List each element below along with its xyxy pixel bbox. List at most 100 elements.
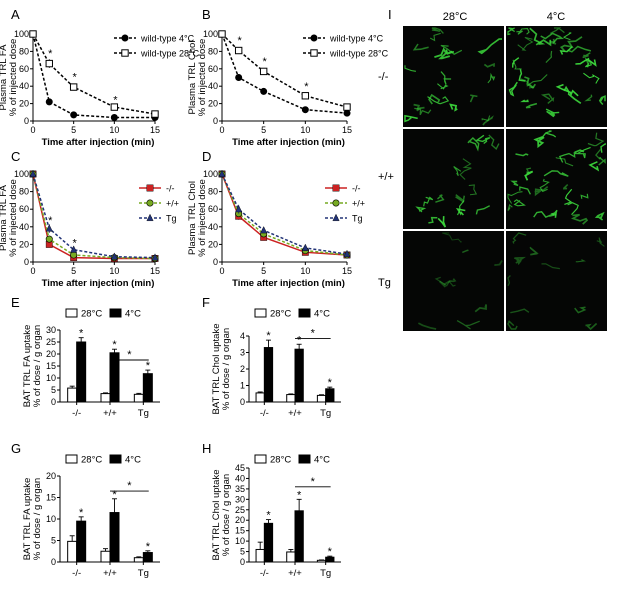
- data-point: [110, 114, 118, 122]
- y-tick-label: 15: [46, 361, 56, 371]
- bar: [263, 347, 274, 403]
- y-axis-label: BAT TRL Chol uptake: [211, 469, 222, 560]
- y-tick-label: 100: [14, 29, 29, 39]
- vessel-signal: [442, 232, 462, 244]
- y-axis-label: BAT TRL FA uptake: [22, 325, 33, 408]
- microscopy-row-label-ko: -/-: [378, 71, 389, 83]
- vessel-signal: [564, 188, 573, 205]
- vessel-signal: [516, 28, 530, 35]
- vessel-signal: [598, 95, 606, 105]
- legend-label: 28°C: [270, 309, 291, 320]
- y-axis-label: Plasma TRL Chol: [187, 181, 198, 255]
- microscopy-tile: [403, 129, 504, 229]
- y-tick-label: 0: [213, 257, 218, 267]
- vessel-signal: [493, 260, 503, 267]
- x-tick-label: 5: [261, 266, 266, 276]
- y-tick-label: 10: [46, 373, 56, 383]
- vessel-signal: [525, 167, 532, 174]
- y-tick-label: 25: [46, 337, 56, 347]
- legend-marker: [310, 49, 318, 57]
- legend-swatch: [109, 308, 122, 318]
- vessel-signal: [431, 27, 444, 34]
- vessel-signal: [477, 38, 503, 55]
- vessel-signal: [529, 27, 546, 45]
- x-tick-label: -/-: [260, 568, 269, 579]
- y-tick-label: 60: [19, 64, 29, 74]
- significance-star: *: [266, 510, 271, 522]
- vessel-signal: [507, 204, 513, 211]
- bracket-star: *: [311, 327, 316, 339]
- bar: [109, 512, 120, 563]
- vessel-signal: [481, 115, 491, 122]
- bar: [67, 387, 78, 403]
- data-point: [259, 67, 268, 76]
- x-tick-label: +/+: [288, 568, 302, 579]
- vessel-signal: [534, 185, 549, 197]
- x-axis-label: Time after injection (min): [232, 137, 345, 148]
- y-tick-label: 45: [235, 463, 245, 473]
- data-point: [218, 169, 226, 178]
- panel-letter-d: D: [202, 149, 211, 164]
- vessel-signal: [583, 72, 600, 84]
- data-point: [45, 59, 53, 68]
- legend-label: 4°C: [314, 455, 330, 466]
- vessel-signal: [488, 134, 500, 150]
- legend-marker: [121, 49, 129, 57]
- vessel-signal: [512, 232, 527, 244]
- y-tick-label: 30: [235, 494, 245, 504]
- vessel-signal: [429, 32, 441, 42]
- microscopy-image: [403, 231, 504, 331]
- chart-a: 0 20 40 60 80 100 0 5 10 15 Time after injection (…: [0, 29, 200, 148]
- legend-marker: [332, 199, 340, 207]
- panel-letter-e: E: [11, 295, 20, 310]
- vessel-signal: [475, 134, 491, 145]
- vessel-signal: [513, 256, 526, 266]
- vessel-signal: [428, 216, 438, 224]
- y-axis-label: % of dose / g organ: [32, 478, 43, 560]
- data-point: [301, 106, 309, 114]
- bar: [286, 394, 296, 403]
- legend-label: Tg: [166, 214, 177, 224]
- vessel-signal: [440, 44, 463, 55]
- vessel-signal: [584, 57, 593, 65]
- x-tick-label: 15: [150, 125, 160, 135]
- vessel-signal: [524, 170, 534, 181]
- vessel-signal: [540, 32, 565, 44]
- data-point: [301, 243, 309, 251]
- data-point: [235, 74, 243, 82]
- data-point: [151, 253, 159, 261]
- y-tick-label: 2: [240, 364, 245, 374]
- y-tick-label: 4: [240, 331, 245, 341]
- microscopy-col-header-4c: 4°C: [547, 11, 566, 23]
- data-point: [343, 103, 351, 111]
- x-tick-label: 15: [342, 125, 352, 135]
- x-tick-label: 15: [342, 266, 352, 276]
- vessel-signal: [434, 276, 456, 287]
- vessel-signal: [510, 180, 519, 187]
- y-tick-label: 100: [14, 169, 29, 179]
- y-tick-label: 20: [235, 515, 245, 525]
- y-axis-label: Plasma TRL FA: [0, 184, 9, 251]
- x-axis-label: Time after injection (min): [42, 278, 155, 289]
- bar: [109, 352, 120, 403]
- vessel-signal: [562, 184, 569, 190]
- vessel-signal: [535, 39, 552, 47]
- legend-swatch: [254, 454, 267, 464]
- data-point: [343, 109, 351, 117]
- vessel-signal: [428, 93, 441, 105]
- panel-letter-b: B: [202, 7, 211, 22]
- data-point: [29, 169, 37, 178]
- data-point: [301, 92, 310, 100]
- chart-g: 0 5 10 15 20 BAT TRL FA uptake% of dose / g o…: [22, 454, 160, 579]
- x-tick-label: 0: [30, 125, 35, 135]
- y-tick-label: 0: [51, 397, 56, 407]
- vessel-signal: [475, 205, 491, 215]
- significance-star: *: [113, 94, 118, 106]
- data-point: [151, 110, 159, 118]
- y-tick-label: 0: [24, 257, 29, 267]
- significance-star: *: [238, 35, 243, 47]
- y-axis-label: % of dose / g organ: [32, 325, 43, 407]
- y-axis-label: % of injected dose: [197, 179, 208, 257]
